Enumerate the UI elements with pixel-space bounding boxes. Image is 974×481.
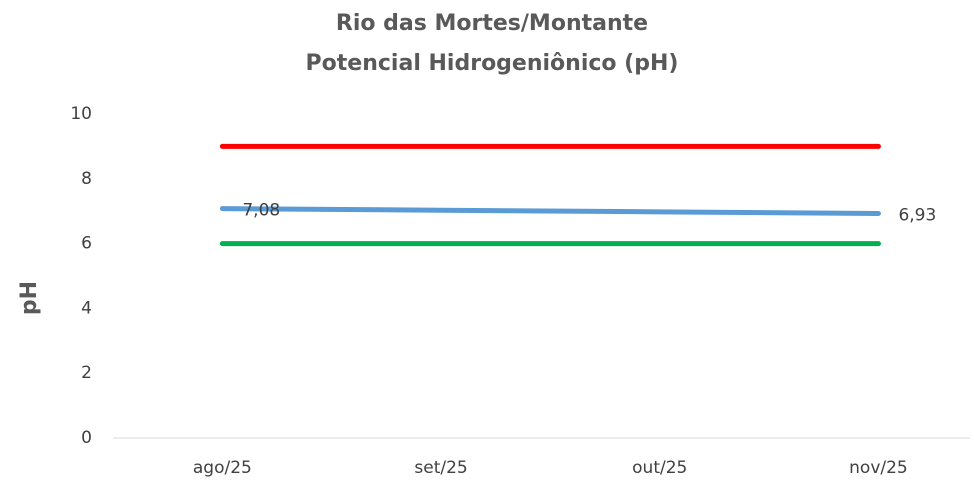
x-tick-label: nov/25 [849, 458, 908, 478]
y-tick-label: 4 [81, 298, 92, 318]
chart-title: Rio das Mortes/Montante [336, 11, 648, 36]
data-label: 7,08 [242, 201, 280, 221]
y-tick-label: 6 [81, 234, 92, 254]
y-axis-label: pH [17, 281, 42, 315]
series-line [219, 206, 881, 216]
y-tick-label: 8 [81, 169, 92, 189]
x-tick-label: set/25 [414, 458, 467, 478]
x-tick-label: out/25 [632, 458, 687, 478]
y-tick-label: 0 [81, 428, 92, 448]
chart-subtitle: Potencial Hidrogeniônico (pH) [306, 51, 679, 76]
data-label: 6,93 [898, 205, 936, 225]
y-tick-label: 2 [81, 363, 92, 383]
x-tick-label: ago/25 [193, 458, 252, 478]
y-tick-label: 10 [70, 104, 92, 124]
